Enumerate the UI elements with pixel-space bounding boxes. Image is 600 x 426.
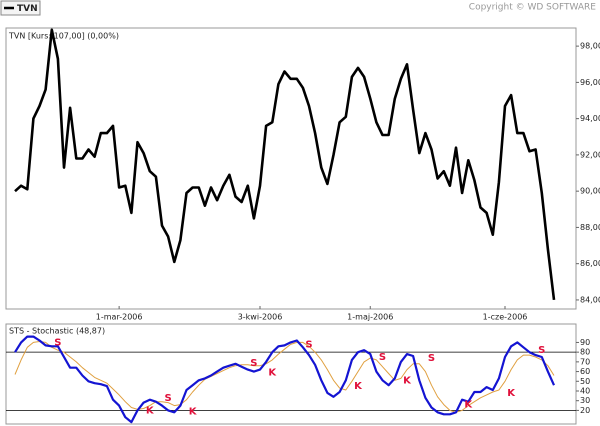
signal-label: S bbox=[54, 337, 61, 348]
stochastic-panel bbox=[5, 323, 577, 425]
y-tick-label: 90,00 bbox=[580, 187, 600, 196]
x-tick-label: 1-mar-2006 bbox=[96, 313, 143, 322]
y-tick-label: 98,00 bbox=[580, 42, 600, 51]
y-tick-label: 96,00 bbox=[580, 78, 600, 87]
y-tick-label: 90 bbox=[580, 338, 590, 347]
signal-label: S bbox=[165, 393, 172, 404]
y-tick-label: 94,00 bbox=[580, 114, 600, 123]
y-tick-label: 40 bbox=[580, 386, 590, 395]
series-line bbox=[14, 341, 555, 413]
signal-label: K bbox=[507, 388, 516, 399]
y-tick-label: 60 bbox=[580, 367, 590, 376]
y-tick-label: 86,00 bbox=[580, 259, 600, 268]
y-tick-label: 50 bbox=[580, 377, 590, 386]
symbol-box bbox=[0, 0, 41, 16]
signal-label: K bbox=[464, 400, 473, 411]
y-tick-label: 92,00 bbox=[580, 150, 600, 159]
x-tick-label: 1-cze-2006 bbox=[483, 313, 528, 322]
signal-label: S bbox=[379, 352, 386, 363]
series-line bbox=[14, 335, 556, 424]
panel-title: TVN [Kurs: 107,00] (0,00%) bbox=[8, 32, 119, 41]
signal-label: S bbox=[428, 353, 435, 364]
series-line bbox=[14, 28, 556, 301]
signal-label: S bbox=[250, 358, 257, 369]
signal-label: K bbox=[146, 405, 155, 416]
copyright: Copyright © WD SOFTWARE bbox=[469, 3, 597, 13]
signal-label: S bbox=[538, 345, 545, 356]
x-tick-label: 1-maj-2006 bbox=[347, 313, 393, 322]
signal-label: K bbox=[268, 368, 277, 379]
y-tick-label: 30 bbox=[580, 396, 590, 405]
y-tick-label: 80 bbox=[580, 348, 590, 357]
signal-label: K bbox=[403, 375, 412, 386]
signal-label: K bbox=[189, 406, 198, 417]
y-tick-label: 20 bbox=[580, 406, 590, 415]
x-tick-label: 3-kwi-2006 bbox=[238, 313, 283, 322]
y-tick-label: 84,00 bbox=[580, 295, 600, 304]
symbol: TVN bbox=[17, 4, 38, 14]
signal-label: S bbox=[305, 339, 312, 350]
y-tick-label: 88,00 bbox=[580, 223, 600, 232]
price-panel bbox=[5, 27, 577, 310]
y-tick-label: 70 bbox=[580, 357, 590, 366]
signal-label: K bbox=[354, 381, 363, 392]
panel-title: STS - Stochastic (48,87) bbox=[9, 327, 105, 336]
